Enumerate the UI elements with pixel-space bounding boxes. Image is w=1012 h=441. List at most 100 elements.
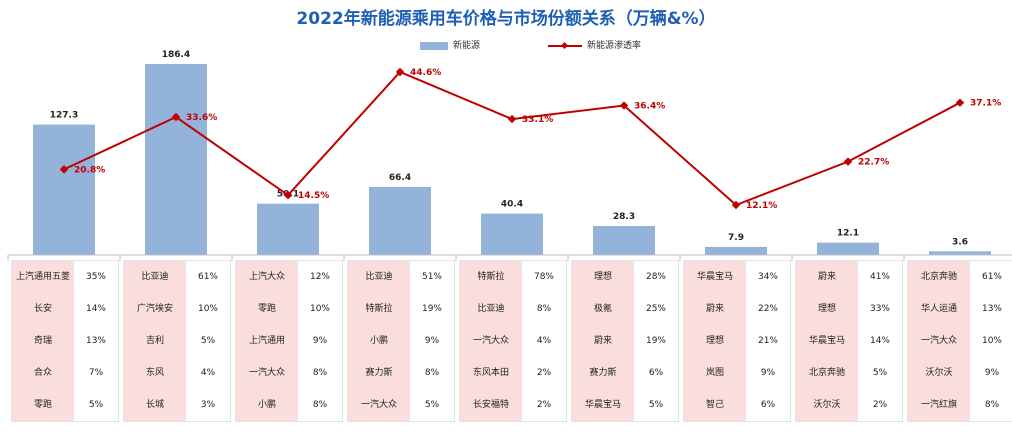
brand-name: 零跑 [12, 389, 74, 421]
brand-table-5: 理想 28% 极氪 25% 蔚来 19% 赛力斯 6% 华晨宝马 5% [571, 260, 679, 422]
brand-row: 合众 7% [12, 357, 118, 389]
line-value-label-3: 44.6% [410, 68, 441, 78]
brand-name: 一汽红旗 [908, 389, 970, 421]
brand-name: 华晨宝马 [684, 261, 746, 293]
brand-row: 智己 6% [684, 389, 790, 421]
brand-share: 12% [298, 261, 342, 293]
brand-name: 华晨宝马 [572, 389, 634, 421]
brand-row: 理想 28% [572, 261, 678, 293]
brand-row: 岚图 9% [684, 357, 790, 389]
brand-row: 蔚来 19% [572, 325, 678, 357]
brand-share: 13% [74, 325, 118, 357]
bar-value-label-4: 40.4 [501, 200, 523, 210]
brand-share: 61% [970, 261, 1012, 293]
brand-share: 9% [970, 357, 1012, 389]
line-point-2 [283, 190, 293, 200]
brand-row: 华晨宝马 34% [684, 261, 790, 293]
brand-name: 沃尔沃 [908, 357, 970, 389]
brand-row: 长安 14% [12, 293, 118, 325]
brand-name: 长安 [12, 293, 74, 325]
brand-share: 10% [186, 293, 230, 325]
brand-name: 特斯拉 [348, 293, 410, 325]
brand-row: 一汽红旗 8% [908, 389, 1012, 421]
brand-share: 41% [858, 261, 902, 293]
brand-row: 上汽大众 12% [236, 261, 342, 293]
brand-row: 比亚迪 61% [124, 261, 230, 293]
brand-share: 7% [74, 357, 118, 389]
line-point-7 [843, 157, 853, 166]
brand-name: 长城 [124, 389, 186, 421]
brand-share: 10% [298, 293, 342, 325]
brand-name: 蔚来 [572, 325, 634, 357]
brand-row: 东风 4% [124, 357, 230, 389]
brand-share: 78% [522, 261, 566, 293]
legend-line-label: 新能源渗透率 [587, 41, 642, 51]
brand-name: 零跑 [236, 293, 298, 325]
brand-name: 蔚来 [796, 261, 858, 293]
brand-share: 8% [970, 389, 1012, 421]
brand-name: 小鹏 [348, 325, 410, 357]
brand-name: 上汽通用五菱 [12, 261, 74, 293]
brand-share: 21% [746, 325, 790, 357]
brand-row: 华晨宝马 5% [572, 389, 678, 421]
brand-row: 上汽通用 9% [236, 325, 342, 357]
brand-row: 一汽大众 8% [236, 357, 342, 389]
brand-row: 长安福特 2% [460, 389, 566, 421]
brand-share: 22% [746, 293, 790, 325]
brand-row: 一汽大众 10% [908, 325, 1012, 357]
brand-name: 东风 [124, 357, 186, 389]
brand-row: 比亚迪 51% [348, 261, 454, 293]
bar-2 [257, 203, 319, 255]
brand-table-7: 蔚来 41% 理想 33% 华晨宝马 14% 北京奔驰 5% 沃尔沃 2% [795, 260, 903, 422]
brand-name: 华人运通 [908, 293, 970, 325]
brand-name: 极氪 [572, 293, 634, 325]
brand-share: 19% [634, 325, 678, 357]
bar-value-label-0: 127.3 [50, 111, 78, 121]
brand-share: 5% [410, 389, 454, 421]
brand-table-3: 比亚迪 51% 特斯拉 19% 小鹏 9% 赛力斯 8% 一汽大众 5% [347, 260, 455, 422]
brand-name: 东风本田 [460, 357, 522, 389]
brand-row: 小鹏 8% [236, 389, 342, 421]
brand-row: 长城 3% [124, 389, 230, 421]
brand-name: 北京奔驰 [908, 261, 970, 293]
brand-share: 10% [970, 325, 1012, 357]
brand-row: 特斯拉 19% [348, 293, 454, 325]
line-value-label-5: 36.4% [634, 102, 665, 112]
brand-name: 理想 [684, 325, 746, 357]
brand-name: 一汽大众 [908, 325, 970, 357]
line-value-label-2: 14.5% [298, 191, 329, 201]
brand-share: 28% [634, 261, 678, 293]
bar-1 [145, 64, 207, 255]
brand-share: 14% [74, 293, 118, 325]
brand-name: 一汽大众 [236, 357, 298, 389]
bar-6 [705, 246, 767, 255]
legend-item-bar: 新能源 [420, 38, 480, 51]
brand-name: 一汽大众 [460, 325, 522, 357]
brand-share: 2% [522, 389, 566, 421]
brand-name: 赛力斯 [348, 357, 410, 389]
bar-5 [593, 226, 655, 255]
brand-name: 沃尔沃 [796, 389, 858, 421]
brand-share: 5% [186, 325, 230, 357]
line-value-label-1: 33.6% [186, 113, 217, 123]
chart-title: 2022年新能源乘用车价格与市场份额关系（万辆&%） [296, 9, 716, 29]
legend-bar-swatch [420, 41, 448, 50]
brand-row: 蔚来 22% [684, 293, 790, 325]
brand-row: 零跑 5% [12, 389, 118, 421]
brand-name: 赛力斯 [572, 357, 634, 389]
brand-table-0: 上汽通用五菱 35% 长安 14% 奇瑞 13% 合众 7% 零跑 5% [11, 260, 119, 422]
brand-name: 理想 [796, 293, 858, 325]
bar-value-label-3: 66.4 [389, 173, 411, 183]
brand-row: 极氪 25% [572, 293, 678, 325]
brand-name: 小鹏 [236, 389, 298, 421]
brand-row: 零跑 10% [236, 293, 342, 325]
brand-row: 吉利 5% [124, 325, 230, 357]
brand-table-1: 比亚迪 61% 广汽埃安 10% 吉利 5% 东风 4% 长城 3% [123, 260, 231, 422]
brand-name: 吉利 [124, 325, 186, 357]
brand-row: 比亚迪 8% [460, 293, 566, 325]
brand-share: 2% [522, 357, 566, 389]
brand-table-2: 上汽大众 12% 零跑 10% 上汽通用 9% 一汽大众 8% 小鹏 8% [235, 260, 343, 422]
brand-row: 北京奔驰 61% [908, 261, 1012, 293]
brand-name: 理想 [572, 261, 634, 293]
brand-row: 沃尔沃 2% [796, 389, 902, 421]
